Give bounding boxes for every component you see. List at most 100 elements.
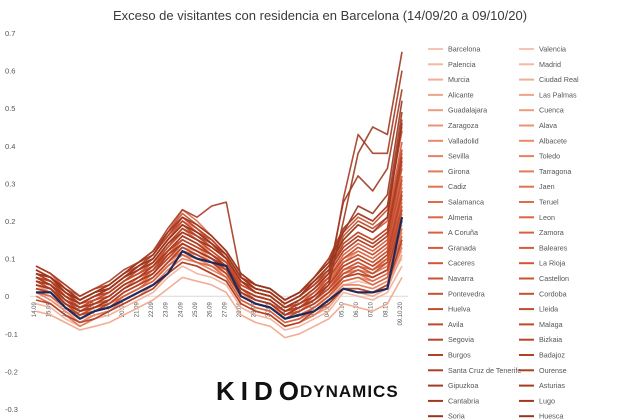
legend-label: Palencia — [448, 60, 476, 69]
chart-title: Exceso de visitantes con residencia en B… — [113, 8, 527, 23]
x-tick-label: 09.10.20 — [398, 302, 404, 326]
legend-label: Cadiz — [448, 182, 467, 191]
plot-lines — [35, 51, 404, 339]
legend-label: Granada — [448, 243, 476, 252]
legend-label: Huelva — [448, 305, 470, 314]
legend-label: Ourense — [539, 366, 567, 375]
legend-label: Malaga — [539, 320, 563, 329]
legend-label: Teruel — [539, 198, 559, 207]
x-tick-label: 22.09 — [149, 302, 155, 318]
legend-label: Lugo — [539, 396, 555, 405]
x-tick-label: 26.09 — [208, 302, 214, 318]
kido-dynamics-logo: KIDO DYNAMICS — [216, 376, 399, 406]
legend-label: La Rioja — [539, 259, 565, 268]
legend-label: Caceres — [448, 259, 475, 268]
legend-label: Barcelona — [448, 45, 480, 54]
y-tick-label: -0.3 — [5, 405, 18, 414]
legend-label: Baleares — [539, 243, 568, 252]
y-tick-label: 0.5 — [5, 104, 15, 113]
legend-label: Cuenca — [539, 106, 564, 115]
legend-label: Gipuzkoa — [448, 381, 478, 390]
series-line — [35, 89, 403, 309]
logo-dynamics: DYNAMICS — [300, 382, 399, 401]
legend-label: Alava — [539, 121, 557, 130]
legend-label: Valladolid — [448, 136, 479, 145]
legend-label: Ciudad Real — [539, 75, 579, 84]
legend-label: Badajoz — [539, 351, 565, 360]
series-line — [35, 123, 403, 305]
x-tick-label: 03.10 — [310, 302, 316, 318]
x-tick-label: 15.09 — [47, 302, 53, 318]
y-tick-label: 0.1 — [5, 255, 15, 264]
x-tick-label: 23.09 — [164, 302, 170, 318]
x-tick-label: 19.09 — [105, 302, 111, 318]
series-line — [35, 51, 403, 316]
x-tick-label: 04.10 — [325, 302, 331, 318]
x-tick-label: 14.09 — [32, 302, 38, 318]
legend-label: Huesca — [539, 412, 563, 419]
x-tick-label: 30.09 — [266, 302, 272, 318]
legend-label: Avila — [448, 320, 463, 329]
logo-kido: KIDO — [216, 376, 305, 406]
legend-label: Alicante — [448, 90, 474, 99]
legend-label: Burgos — [448, 351, 471, 360]
series-line — [35, 276, 403, 339]
series-line — [35, 243, 403, 324]
y-tick-label: 0.3 — [5, 179, 15, 188]
x-tick-label: 29.09 — [252, 302, 258, 318]
legend-label: A Coruña — [448, 228, 478, 237]
x-tick-label: 05.10 — [339, 302, 345, 318]
legend-label: Albacete — [539, 136, 567, 145]
y-tick-label: 0.6 — [5, 67, 15, 76]
x-tick-label: 21.09 — [134, 302, 140, 318]
legend-label: Segovia — [448, 335, 474, 344]
legend-label: Castellon — [539, 274, 569, 283]
legend-label: Girona — [448, 167, 470, 176]
legend-label: Toledo — [539, 152, 560, 161]
legend-label: Cordoba — [539, 289, 567, 298]
y-tick-label: -0.2 — [5, 367, 18, 376]
y-tick-label: 0.4 — [5, 142, 15, 151]
legend-label: Pontevedra — [448, 289, 485, 298]
x-tick-label: 17.09 — [76, 302, 82, 318]
legend-label: Bizkaia — [539, 335, 562, 344]
y-tick-label: -0.1 — [5, 330, 18, 339]
legend-label: Las Palmas — [539, 90, 577, 99]
legend-label: Zaragoza — [448, 121, 478, 130]
legend-label: Zamora — [539, 228, 564, 237]
legend-label: Sevilla — [448, 152, 469, 161]
series-line — [36, 216, 404, 320]
x-tick-label: 01.10 — [281, 302, 287, 318]
y-tick-label: 0.2 — [5, 217, 15, 226]
x-tick-label: 06.10 — [354, 302, 360, 318]
x-tick-label: 08.10 — [383, 302, 389, 318]
legend-label: Madrid — [539, 60, 561, 69]
legend-label: Asturias — [539, 381, 565, 390]
x-tick-label: 07.10 — [369, 302, 375, 318]
legend-label: Navarra — [448, 274, 474, 283]
legend-label: Murcia — [448, 75, 470, 84]
x-tick-label: 25.09 — [193, 302, 199, 318]
legend-label: Soria — [448, 412, 465, 419]
x-tick-label: 27.09 — [222, 302, 228, 318]
legend-label: Jaen — [539, 182, 555, 191]
x-tick-label: 28.09 — [237, 302, 243, 318]
legend-label: Guadalajara — [448, 106, 487, 115]
legend: Barcelona Valencia Palencia Madrid Murcia Ciu… — [428, 45, 579, 419]
x-axis: 14.09 15.09 16.09 17.09 18.09 19.09 20.09 21.09… — [30, 295, 408, 326]
y-tick-label: 0 — [5, 292, 9, 301]
legend-label: Lleida — [539, 305, 558, 314]
legend-label: Valencia — [539, 45, 566, 54]
x-tick-label: 20.09 — [120, 302, 126, 318]
y-tick-label: 0.7 — [5, 29, 15, 38]
legend-label: Santa Cruz de Tenerife — [448, 366, 521, 375]
y-axis: 0.7 0.6 0.5 0.4 0.3 0.2 0.1 0 -0.1 -0.2 -0.3 — [5, 29, 18, 414]
x-tick-label: 18.09 — [91, 302, 97, 318]
legend-label: Cantabria — [448, 396, 479, 405]
series-line — [35, 179, 403, 309]
legend-label: Tarragona — [539, 167, 571, 176]
legend-label: Leon — [539, 213, 555, 222]
x-tick-label: 02.10 — [296, 302, 302, 318]
x-tick-label: 24.09 — [178, 302, 184, 318]
